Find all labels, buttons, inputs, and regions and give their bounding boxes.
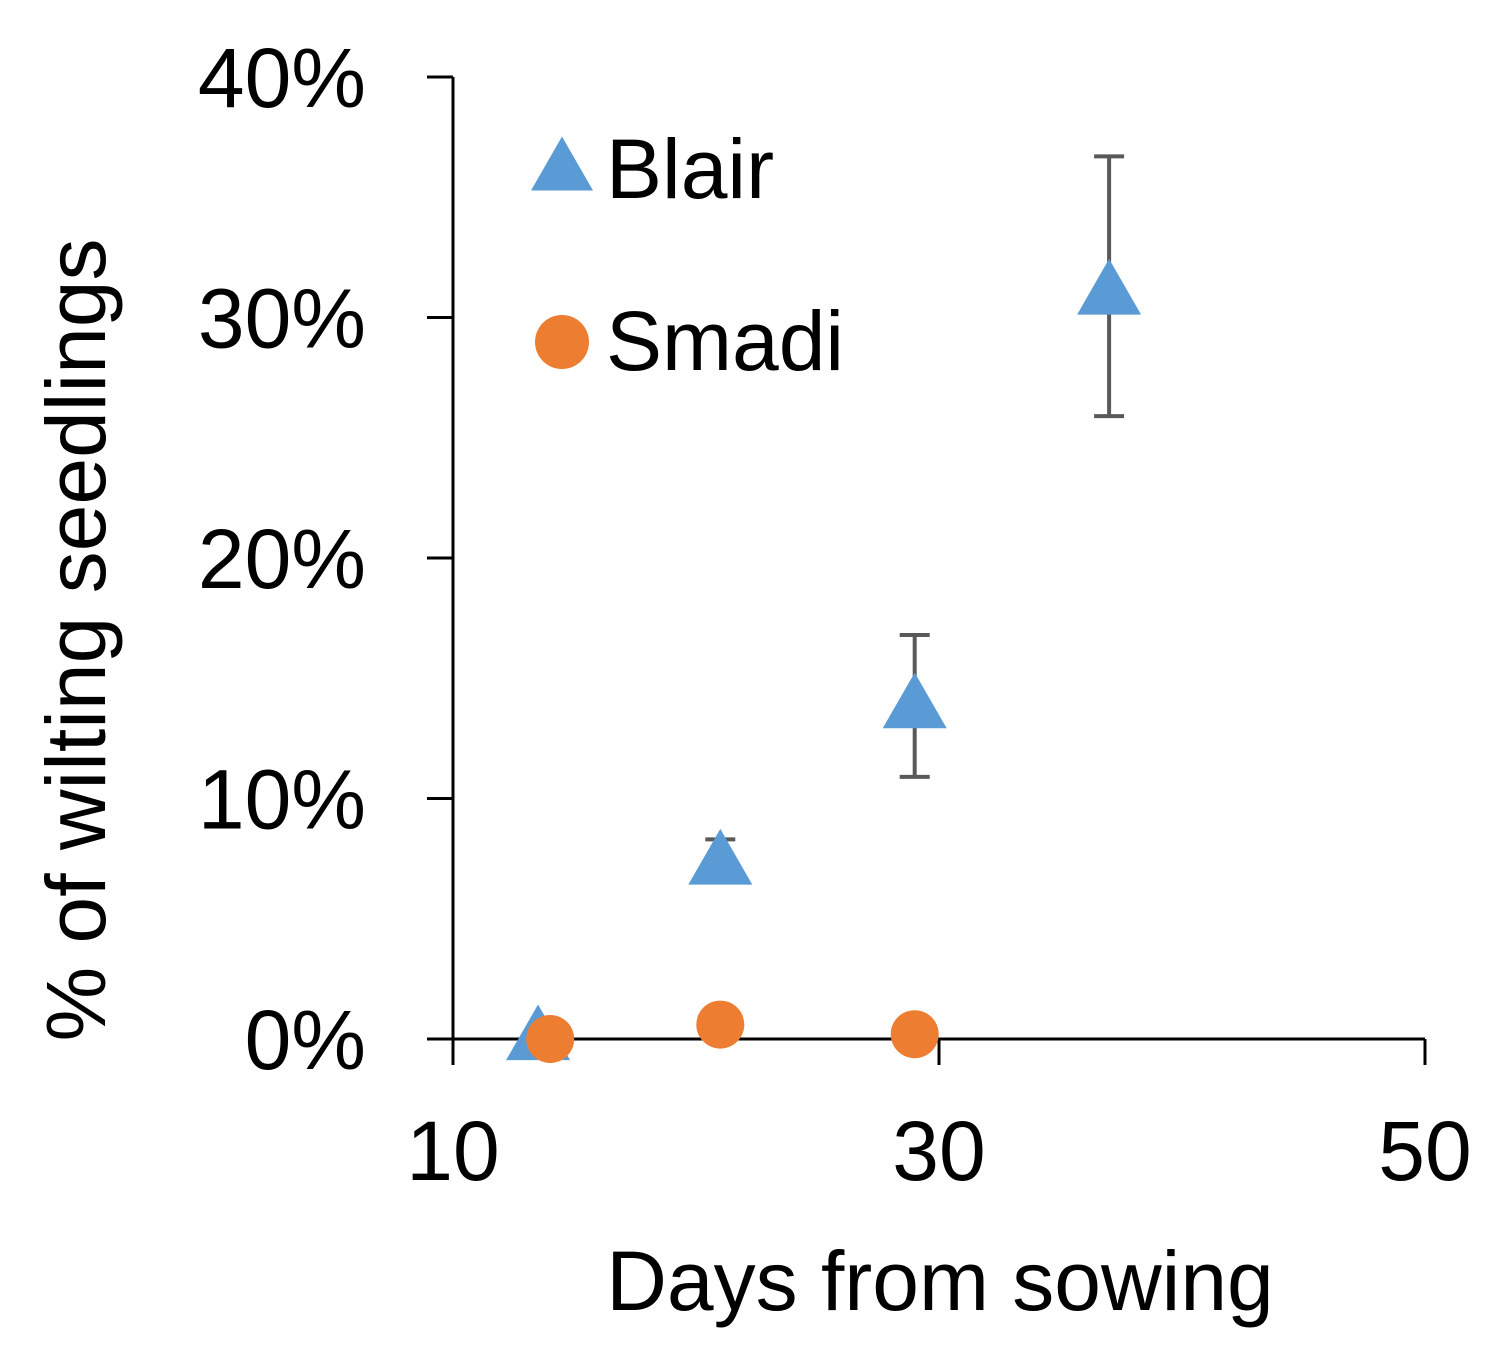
legend-smadi-icon: [535, 315, 589, 369]
y-tick-label: 30%: [198, 272, 366, 366]
legend: Blair Smadi: [531, 122, 844, 388]
x-tick-label: 30: [892, 1104, 985, 1198]
y-tick-label: 10%: [198, 753, 366, 847]
x-tick-label: 10: [406, 1104, 499, 1198]
y-axis-title: % of wilting seedlings: [29, 238, 123, 1041]
blair-point: [1077, 258, 1142, 315]
smadi-point: [526, 1015, 575, 1063]
x-tick-label: 50: [1378, 1104, 1471, 1198]
legend-blair-icon: [531, 136, 593, 191]
axes: [427, 75, 1427, 1065]
blair-point: [882, 672, 947, 729]
blair-point: [688, 828, 753, 885]
smadi-point: [696, 1000, 745, 1049]
y-tick-label: 20%: [198, 512, 366, 606]
y-tick-label: 40%: [198, 31, 366, 125]
error-bars: [705, 154, 1125, 876]
y-tick-label: 0%: [245, 993, 366, 1087]
x-axis-title: Days from sowing: [606, 1234, 1274, 1328]
smadi-point: [890, 1010, 939, 1059]
tick-labels: 0% 10% 20% 30% 40% 10 30 50: [198, 31, 1472, 1198]
legend-blair-label: Blair: [606, 122, 774, 216]
data-points: [506, 258, 1142, 1063]
legend-smadi-label: Smadi: [606, 294, 844, 388]
